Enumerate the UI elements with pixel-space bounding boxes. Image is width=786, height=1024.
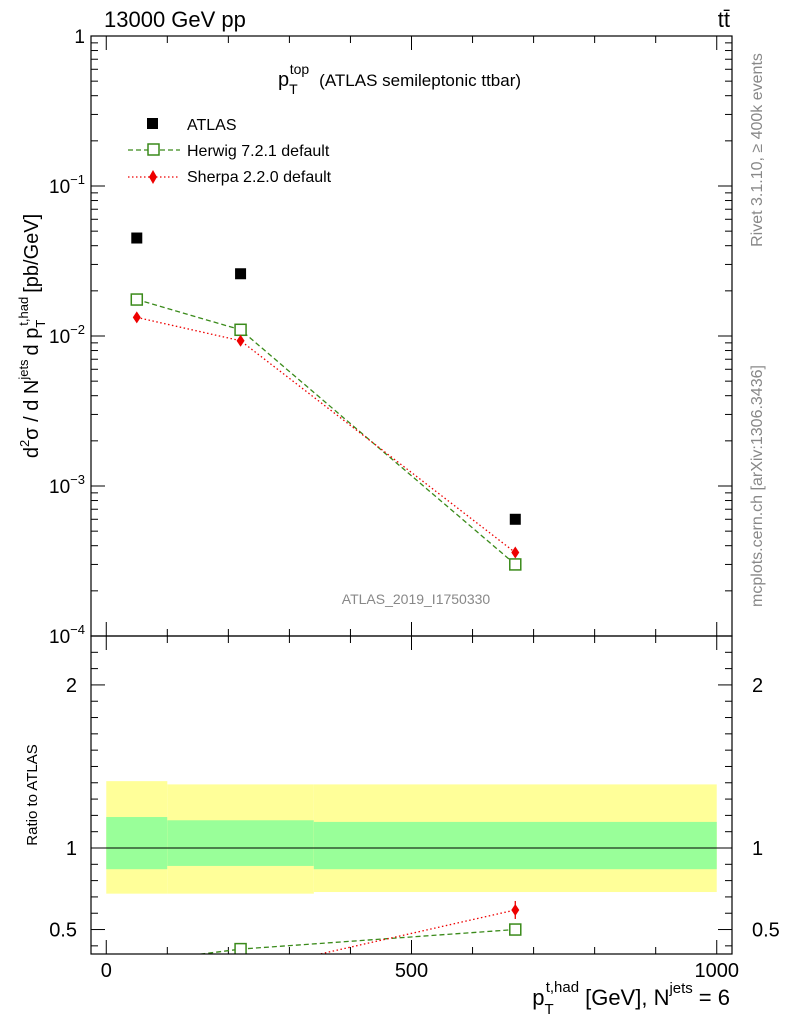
- legend-atlas-marker: [147, 118, 158, 129]
- ratio-plot-ticks: [91, 636, 732, 954]
- ratio-y-tick-label-right: 2: [752, 675, 763, 697]
- ratio-y-tick-labels: 0.5 0.5 1 1 2 2: [49, 675, 780, 942]
- main-sherpa-point: [511, 546, 520, 559]
- uncertainty-band-green: [313, 821, 717, 870]
- legend-sherpa-marker: [149, 170, 157, 184]
- uncertainty-band-green: [167, 820, 314, 866]
- ratio-sherpa-point: [133, 986, 141, 998]
- legend-herwig-marker: [147, 143, 160, 156]
- legend-atlas-label: ATLAS: [187, 117, 237, 134]
- main-plot-y-tick-labels: 1 10−1 10−2 10−3 10−4: [49, 27, 85, 648]
- ratio-x-tick-labels: 0 500 1000: [101, 960, 739, 982]
- legend-entry-sherpa: Sherpa 2.2.0 default: [128, 169, 332, 186]
- ratio-y-tick-label: 2: [66, 675, 77, 697]
- main-sherpa-point: [236, 334, 245, 347]
- rivet-version-label: Rivet 3.1.10, ≥ 400k events: [749, 53, 766, 247]
- energy-label: 13000 GeV pp: [104, 7, 246, 32]
- y-tick-label: 10−1: [49, 172, 85, 198]
- ratio-y-tick-label-right: 1: [752, 838, 763, 860]
- main-plot-panel: 1 10−1 10−2 10−3 10−4 pTtop(ATLAS semilepton…: [16, 27, 733, 648]
- uncertainty-band-green: [106, 817, 168, 870]
- legend: ATLAS Herwig 7.2.1 default Sherpa 2.2.0 …: [128, 117, 332, 186]
- main-plot-series: [130, 232, 522, 571]
- x-tick-label: 500: [395, 960, 428, 982]
- ratio-y-tick-label: 1: [66, 838, 77, 860]
- ratio-y-axis-label: Ratio to ATLAS: [24, 744, 41, 845]
- ratio-herwig-point: [234, 942, 247, 954]
- main-atlas-point: [235, 268, 247, 280]
- x-tick-label: 1000: [694, 960, 739, 982]
- ratio-herwig-line: [196, 928, 516, 954]
- main-herwig-point: [509, 558, 522, 571]
- main-sherpa-line: [136, 316, 516, 554]
- main-herwig-point: [130, 293, 144, 306]
- main-plot-ticks: [91, 36, 732, 637]
- legend-sherpa-label: Sherpa 2.2.0 default: [187, 169, 332, 186]
- legend-herwig-label: Herwig 7.2.1 default: [187, 143, 330, 160]
- ratio-sherpa-line: [317, 909, 516, 954]
- ratio-plot-frame: [90, 635, 733, 955]
- mcplots-label: mcplots.cern.ch [arXiv:1306.3436]: [749, 365, 766, 607]
- main-atlas-point: [131, 232, 143, 244]
- ratio-plot-series: [131, 900, 522, 998]
- ratio-herwig-point: [131, 957, 142, 968]
- process-label: tt̄: [718, 7, 730, 32]
- ratio-herwig-point: [509, 923, 522, 936]
- main-atlas-point: [509, 513, 521, 525]
- ratio-plot-panel: 0.5 0.5 1 1 2 2 0 500 1000 Ratio to ATLAS pTt,h…: [24, 635, 780, 1018]
- analysis-tag: ATLAS_2019_I1750330: [342, 591, 491, 607]
- legend-entry-herwig: Herwig 7.2.1 default: [128, 143, 330, 160]
- y-tick-label: 10−4: [49, 622, 85, 648]
- y-tick-label: 1: [74, 27, 85, 48]
- main-y-axis-label: d2σ / d Njetsd pTt,had[pb/GeV]: [16, 214, 48, 458]
- main-herwig-line: [136, 298, 516, 565]
- ratio-sherpa-point: [237, 966, 245, 978]
- main-sherpa-point: [132, 311, 141, 324]
- ratio-y-tick-label: 0.5: [49, 920, 77, 942]
- uncertainty-bands: [106, 781, 717, 894]
- plot-title: pTtop(ATLAS semileptonic ttbar): [278, 61, 521, 97]
- y-tick-label: 10−3: [49, 472, 85, 498]
- legend-entry-atlas: ATLAS: [147, 117, 237, 134]
- y-tick-label: 10−2: [49, 322, 85, 348]
- x-axis-label: pTt,had [GeV], Njets = 6: [532, 979, 730, 1018]
- ratio-y-tick-label-right: 0.5: [752, 920, 780, 942]
- x-tick-label: 0: [101, 960, 112, 982]
- main-herwig-point: [234, 323, 247, 337]
